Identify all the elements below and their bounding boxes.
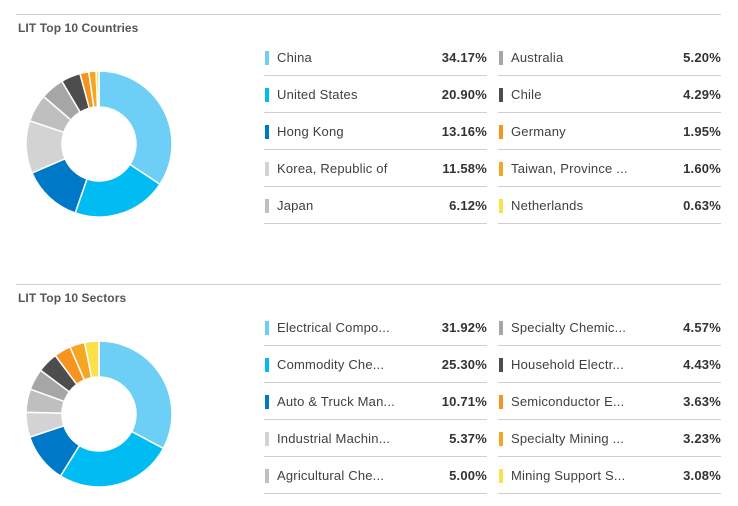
legend-value: 25.30%: [441, 357, 487, 372]
legend-label: Industrial Machin...: [277, 431, 391, 446]
countries-legend-left: China 34.17% United States 20.90% Hong Kong 1…: [264, 39, 487, 224]
legend-swatch: [265, 358, 269, 372]
legend-value: 5.37%: [449, 431, 487, 446]
legend-row: Taiwan, Province ... 1.60%: [498, 150, 721, 187]
legend-row: Japan 6.12%: [264, 187, 487, 224]
legend-label: Specialty Chemic...: [511, 320, 627, 335]
legend-label: United States: [277, 87, 358, 102]
sectors-legend-left: Electrical Compo... 31.92% Commodity Che..…: [264, 309, 487, 494]
legend-row: Auto & Truck Man... 10.71%: [264, 383, 487, 420]
legend-value: 4.29%: [683, 87, 721, 102]
section-title: LIT Top 10 Sectors: [18, 291, 127, 305]
legend-row: United States 20.90%: [264, 76, 487, 113]
legend-row: Korea, Republic of 11.58%: [264, 150, 487, 187]
legend-label: Specialty Mining ...: [511, 431, 625, 446]
legend-value: 0.63%: [683, 198, 721, 213]
legend-row: Germany 1.95%: [498, 113, 721, 150]
legend-row: Electrical Compo... 31.92%: [264, 309, 487, 346]
legend-row: Industrial Machin... 5.37%: [264, 420, 487, 457]
legend-row: Mining Support S... 3.08%: [498, 457, 721, 494]
section-title: LIT Top 10 Countries: [18, 21, 139, 35]
legend-row: Commodity Che... 25.30%: [264, 346, 487, 383]
donut-slice: [98, 340, 173, 450]
legend-swatch: [265, 469, 269, 483]
donut-slice: [95, 70, 100, 108]
legend-swatch: [499, 51, 503, 65]
legend-swatch: [499, 321, 503, 335]
legend-swatch: [265, 199, 269, 213]
legend-swatch: [265, 162, 269, 176]
legend-label: Netherlands: [511, 198, 584, 213]
legend-swatch: [499, 469, 503, 483]
legend-swatch: [499, 125, 503, 139]
legend-row: Household Electr... 4.43%: [498, 346, 721, 383]
legend-label: Electrical Compo...: [277, 320, 390, 335]
legend-value: 4.43%: [683, 357, 721, 372]
legend-swatch: [499, 358, 503, 372]
legend-label: Household Electr...: [511, 357, 624, 372]
legend-row: Specialty Mining ... 3.23%: [498, 420, 721, 457]
legend-value: 3.08%: [683, 468, 721, 483]
legend-label: Germany: [511, 124, 566, 139]
legend-swatch: [265, 321, 269, 335]
legend-swatch: [265, 88, 269, 102]
legend-swatch: [265, 395, 269, 409]
legend-label: Hong Kong: [277, 124, 344, 139]
legend-value: 13.16%: [441, 124, 487, 139]
sectors-legend-right: Specialty Chemic... 4.57% Household Electr…: [498, 309, 721, 494]
legend-value: 34.17%: [441, 50, 487, 65]
sectors-donut-chart: [25, 340, 173, 488]
legend-swatch: [265, 432, 269, 446]
donut-slice: [98, 70, 173, 186]
legend-label: Australia: [511, 50, 564, 65]
legend-row: Agricultural Che... 5.00%: [264, 457, 487, 494]
legend-swatch: [499, 432, 503, 446]
legend-label: Commodity Che...: [277, 357, 385, 372]
legend-row: Hong Kong 13.16%: [264, 113, 487, 150]
legend-swatch: [265, 51, 269, 65]
legend-value: 5.00%: [449, 468, 487, 483]
legend-swatch: [499, 395, 503, 409]
legend-value: 6.12%: [449, 198, 487, 213]
legend-value: 1.95%: [683, 124, 721, 139]
legend-label: Chile: [511, 87, 542, 102]
legend-value: 10.71%: [441, 394, 487, 409]
legend-value: 3.23%: [683, 431, 721, 446]
legend-label: Korea, Republic of: [277, 161, 388, 176]
legend-value: 20.90%: [441, 87, 487, 102]
legend-value: 11.58%: [442, 161, 487, 176]
section-divider: [16, 284, 721, 285]
countries-donut-chart: [25, 70, 173, 218]
section-divider: [16, 14, 721, 15]
legend-row: Australia 5.20%: [498, 39, 721, 76]
legend-value: 3.63%: [683, 394, 721, 409]
legend-swatch: [265, 125, 269, 139]
legend-swatch: [499, 199, 503, 213]
legend-label: Mining Support S...: [511, 468, 626, 483]
legend-row: Semiconductor E... 3.63%: [498, 383, 721, 420]
donut-slice: [59, 430, 165, 488]
legend-row: Netherlands 0.63%: [498, 187, 721, 224]
legend-swatch: [499, 88, 503, 102]
legend-value: 4.57%: [683, 320, 721, 335]
legend-row: China 34.17%: [264, 39, 487, 76]
legend-row: Chile 4.29%: [498, 76, 721, 113]
legend-label: Auto & Truck Man...: [277, 394, 395, 409]
countries-legend-right: Australia 5.20% Chile 4.29% Germany 1.95% Taiw…: [498, 39, 721, 224]
legend-value: 31.92%: [441, 320, 487, 335]
legend-swatch: [499, 162, 503, 176]
legend-row: Specialty Chemic... 4.57%: [498, 309, 721, 346]
legend-label: Taiwan, Province ...: [511, 161, 628, 176]
legend-label: Agricultural Che...: [277, 468, 385, 483]
legend-value: 1.60%: [683, 161, 721, 176]
legend-label: Japan: [277, 198, 314, 213]
legend-label: Semiconductor E...: [511, 394, 625, 409]
donut-slice: [83, 340, 100, 379]
legend-label: China: [277, 50, 312, 65]
legend-value: 5.20%: [683, 50, 721, 65]
